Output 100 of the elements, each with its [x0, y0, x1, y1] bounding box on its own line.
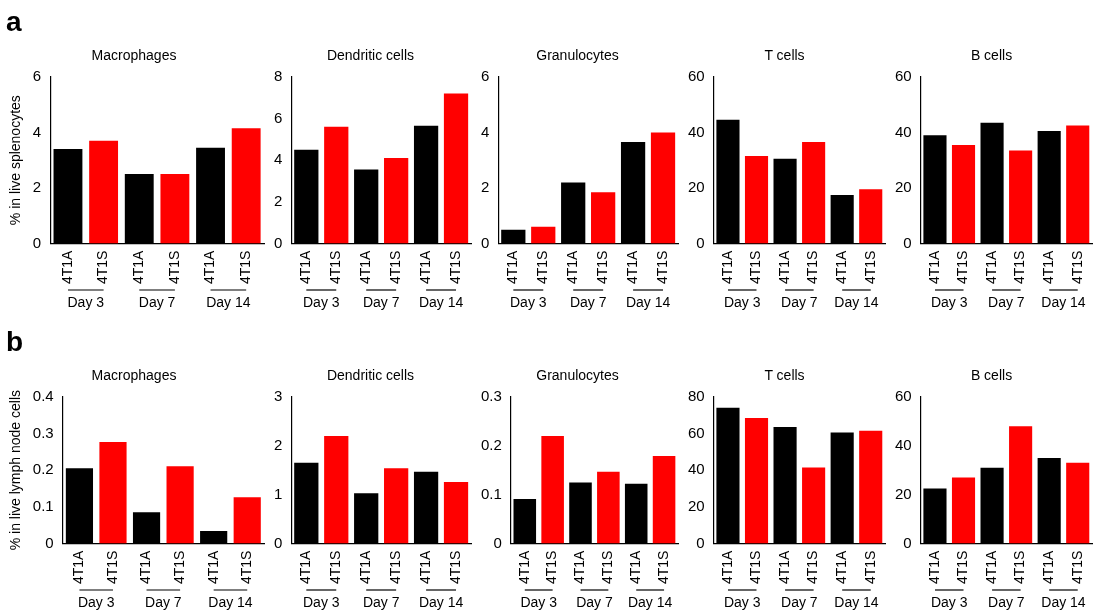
bar — [830, 432, 854, 544]
x-tick-label: 4T1S — [954, 550, 971, 585]
bar — [160, 174, 190, 244]
y-tick-label: 60 — [895, 66, 912, 84]
x-tick-label: 4T1S — [1011, 550, 1028, 585]
x-tick-label: 4T1S — [747, 250, 764, 285]
y-tick-label: 0 — [696, 233, 705, 251]
bar — [620, 142, 646, 244]
x-tick-label: 4T1S — [103, 550, 120, 585]
x-tick-label: 4T1S — [1068, 250, 1085, 285]
chart-title: Dendritic cells — [326, 367, 415, 384]
x-tick-label: 4T1A — [982, 549, 999, 585]
text: Day 7 — [988, 294, 1025, 310]
bar — [384, 158, 409, 244]
y-tick-label: 0.1 — [32, 496, 54, 514]
bar — [951, 144, 976, 244]
bar — [923, 135, 947, 244]
text: Day 14 — [834, 294, 879, 310]
bar — [773, 158, 797, 244]
text: Day 7 — [781, 294, 818, 310]
y-tick-label: 0 — [274, 533, 283, 551]
x-tick-label: 4T1S — [747, 550, 764, 585]
x-tick-label: 4T1A — [1040, 549, 1057, 585]
bar — [1009, 150, 1033, 244]
bar — [541, 435, 564, 544]
bar — [830, 194, 854, 244]
y-tick-label: 60 — [688, 423, 705, 441]
bar — [591, 192, 616, 244]
text: Day 14 — [208, 594, 253, 610]
text: Day 3 — [723, 294, 761, 310]
x-tick-label: 4T1S — [534, 250, 551, 285]
text: Day 14 — [834, 594, 879, 610]
bar — [413, 125, 439, 244]
y-tick-label: 60 — [688, 66, 705, 84]
y-tick-label: 0.3 — [32, 423, 54, 441]
y-tick-label: 0.2 — [480, 435, 502, 453]
bar — [1037, 130, 1061, 244]
y-tick-label: 0.1 — [480, 484, 502, 502]
y-tick-label: 0 — [274, 233, 283, 251]
bar — [597, 471, 620, 544]
x-tick-label: 4T1A — [137, 549, 154, 585]
bar — [354, 169, 379, 244]
x-tick-label: 4T1A — [416, 549, 433, 585]
x-tick-label: 4T1A — [204, 549, 221, 585]
text: Day 3 — [303, 294, 340, 310]
text: Day 7 — [576, 594, 613, 610]
chart-title: T cells — [764, 367, 805, 384]
bar — [384, 468, 409, 544]
y-tick-label: 4 — [481, 122, 490, 140]
text: Day 3 — [67, 294, 105, 310]
bar — [443, 93, 469, 244]
x-tick-label: 4T1A — [201, 249, 218, 285]
x-tick-label: 4T1A — [1040, 249, 1057, 285]
x-tick-label: 4T1A — [58, 249, 75, 285]
bar — [716, 119, 740, 244]
x-tick-label: 4T1S — [653, 250, 670, 285]
x-tick-label: 4T1S — [446, 250, 463, 285]
x-tick-label: 4T1S — [446, 550, 463, 585]
bar — [1066, 125, 1090, 244]
text: Day 3 — [77, 594, 115, 610]
bar — [744, 417, 769, 544]
bar — [132, 512, 161, 544]
text: Day 3 — [930, 294, 968, 310]
x-tick-label: 4T1A — [833, 249, 850, 285]
x-tick-label: 4T1A — [357, 249, 374, 285]
x-tick-label: 4T1S — [94, 250, 111, 285]
y-tick-label: 80 — [688, 386, 705, 404]
x-tick-label: 4T1A — [623, 249, 640, 285]
y-tick-label: 0 — [903, 233, 912, 251]
text: Day 7 — [145, 594, 182, 610]
text: Day 7 — [362, 294, 400, 310]
bar — [1066, 462, 1090, 544]
y-tick-label: 0 — [481, 233, 490, 251]
text: Day 7 — [362, 594, 400, 610]
bar — [294, 462, 319, 544]
x-tick-label: 4T1A — [297, 249, 314, 285]
text: Day 14 — [418, 594, 464, 610]
x-tick-label: 4T1A — [925, 549, 942, 585]
x-tick-label: 4T1A — [627, 549, 644, 585]
x-tick-label: 4T1S — [387, 550, 403, 585]
bar — [324, 126, 349, 244]
x-tick-label: 4T1A — [130, 249, 147, 285]
bar — [802, 142, 826, 244]
text: Day 3 — [520, 594, 558, 610]
x-tick-label: 4T1A — [70, 549, 87, 585]
y-tick-label: 40 — [688, 460, 705, 478]
bar — [89, 140, 119, 244]
x-tick-label: 4T1A — [416, 249, 433, 285]
bar — [294, 149, 319, 244]
chart-title: T cells — [764, 47, 805, 64]
bar — [324, 435, 349, 544]
bar — [744, 156, 769, 244]
x-tick-label: 4T1S — [594, 250, 610, 285]
y-tick-label: 20 — [688, 496, 705, 514]
text: Day 7 — [781, 594, 818, 610]
bar — [1037, 457, 1061, 544]
y-tick-label: 20 — [895, 178, 912, 196]
text: Day 14 — [418, 294, 464, 310]
bar — [354, 493, 379, 544]
y-tick-label: 1 — [274, 484, 283, 502]
